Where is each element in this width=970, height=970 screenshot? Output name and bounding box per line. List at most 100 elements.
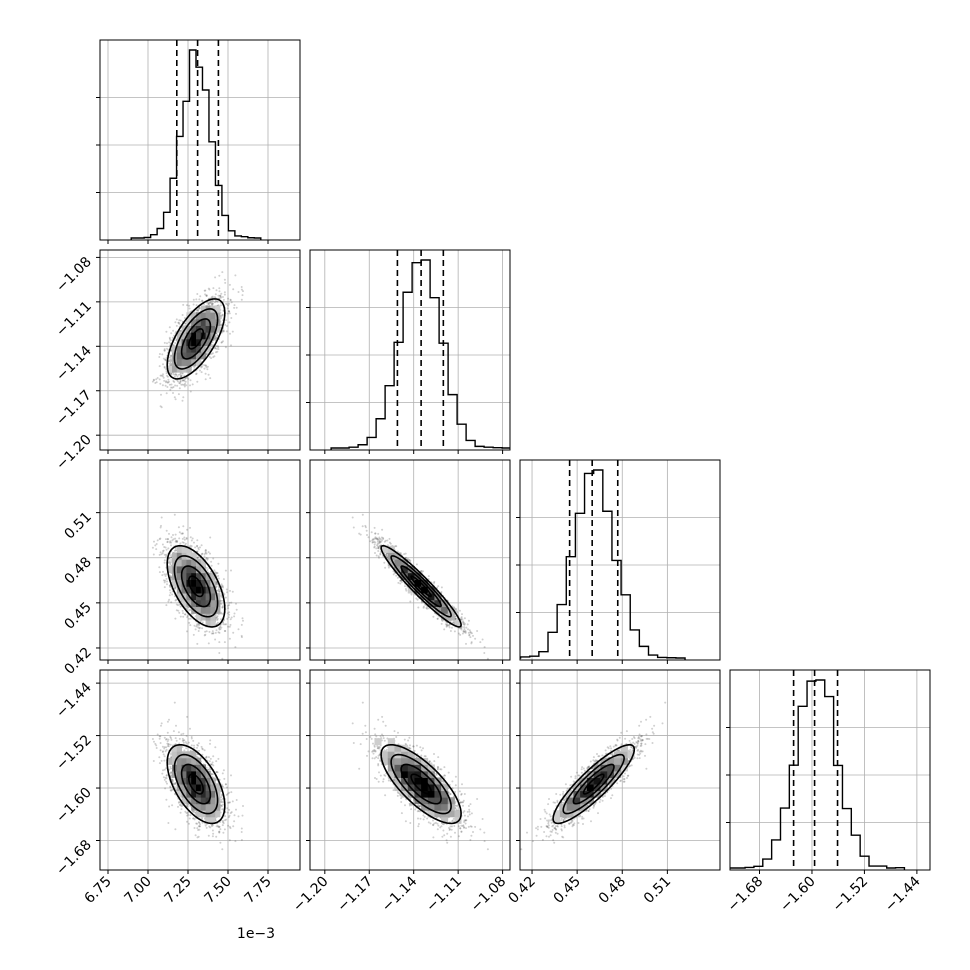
- sample-point: [216, 334, 219, 337]
- sample-point: [160, 406, 163, 409]
- sample-point: [220, 618, 222, 621]
- sample-point: [168, 336, 171, 339]
- sample-point: [172, 534, 174, 536]
- density-cell: [200, 338, 206, 346]
- sample-point: [203, 367, 206, 370]
- sample-point: [226, 307, 229, 310]
- sample-point: [207, 303, 210, 306]
- sample-point: [167, 600, 170, 603]
- density-cell: [200, 599, 206, 608]
- sample-point: [225, 623, 228, 626]
- density-cell: [205, 606, 211, 614]
- sample-point: [210, 296, 213, 299]
- density-cell: [196, 613, 202, 621]
- sample-point: [178, 319, 181, 322]
- sample-point: [174, 599, 177, 602]
- contour-line: [187, 575, 205, 598]
- sample-point: [210, 632, 213, 635]
- density-cell: [191, 345, 197, 353]
- sample-point: [221, 606, 224, 609]
- sample-point: [178, 611, 181, 614]
- sample-point: [178, 531, 181, 534]
- sample-point: [204, 549, 207, 552]
- density-cell: [191, 552, 197, 560]
- sample-point: [188, 307, 191, 310]
- sample-point: [175, 324, 178, 327]
- sample-point: [184, 542, 187, 545]
- sample-point: [226, 312, 229, 315]
- sample-point: [240, 634, 243, 637]
- sample-point: [227, 625, 230, 628]
- sample-point: [220, 595, 223, 597]
- sample-point: [225, 302, 228, 305]
- sample-point: [195, 373, 198, 376]
- sample-point: [221, 585, 224, 588]
- sample-point: [218, 641, 221, 644]
- sample-point: [170, 577, 173, 580]
- sample-point: [178, 603, 181, 606]
- sample-point: [213, 296, 216, 298]
- sample-point: [175, 318, 178, 321]
- sample-point: [174, 587, 177, 590]
- sample-point: [207, 287, 210, 290]
- sample-point: [228, 625, 231, 628]
- density-cell: [210, 593, 216, 601]
- sample-point: [154, 382, 157, 384]
- sample-point: [231, 330, 234, 333]
- density-cell: [191, 579, 197, 587]
- scatter-panel-1-0: −1.20−1.17−1.14−1.11−1.08: [53, 249, 301, 473]
- sample-point: [160, 553, 163, 556]
- sample-point: [240, 623, 243, 626]
- sample-point: [197, 548, 200, 551]
- sample-point: [223, 278, 226, 281]
- panel-content: [310, 460, 510, 660]
- sample-point: [161, 574, 164, 577]
- density-cell: [200, 566, 206, 574]
- sample-point: [196, 380, 199, 383]
- sample-point: [154, 544, 157, 547]
- sample-point: [172, 373, 175, 376]
- density-cell: [186, 358, 192, 366]
- sample-point: [222, 578, 225, 581]
- sample-point: [222, 330, 225, 333]
- sample-point: [176, 384, 179, 387]
- sample-point: [182, 541, 185, 544]
- sample-point: [222, 298, 225, 301]
- density-cell: [181, 545, 187, 553]
- sample-point: [168, 337, 171, 340]
- contour-line: [180, 318, 212, 360]
- sample-point: [165, 392, 168, 395]
- sample-point: [165, 380, 168, 383]
- sample-point: [210, 302, 213, 305]
- sample-point: [185, 537, 188, 539]
- sample-point: [211, 303, 214, 306]
- sample-point: [171, 386, 174, 389]
- sample-point: [184, 377, 187, 380]
- sample-point: [170, 556, 173, 559]
- sample-point: [169, 556, 172, 559]
- sample-point: [218, 627, 221, 630]
- sample-point: [220, 585, 223, 587]
- density-cell: [191, 586, 197, 594]
- sample-point: [215, 581, 218, 584]
- y-tick-label: 0.48: [61, 554, 94, 587]
- sample-point: [221, 657, 224, 660]
- sample-point: [174, 540, 177, 543]
- density-cell: [176, 545, 182, 553]
- density-cell: [196, 579, 202, 587]
- sample-point: [156, 539, 159, 542]
- sample-point: [197, 556, 200, 558]
- density-cell: [196, 332, 202, 340]
- density-cell: [196, 345, 202, 353]
- sample-point: [180, 374, 183, 377]
- sample-point: [213, 569, 216, 572]
- sample-point: [212, 632, 215, 635]
- sample-point: [166, 347, 168, 350]
- y-tick-label: −1.11: [53, 298, 95, 340]
- sample-point: [205, 352, 208, 355]
- density-cell: [176, 338, 182, 346]
- sample-point: [184, 382, 186, 385]
- sample-point: [184, 380, 187, 383]
- sample-point: [374, 552, 376, 554]
- panel-frame: [99, 459, 301, 661]
